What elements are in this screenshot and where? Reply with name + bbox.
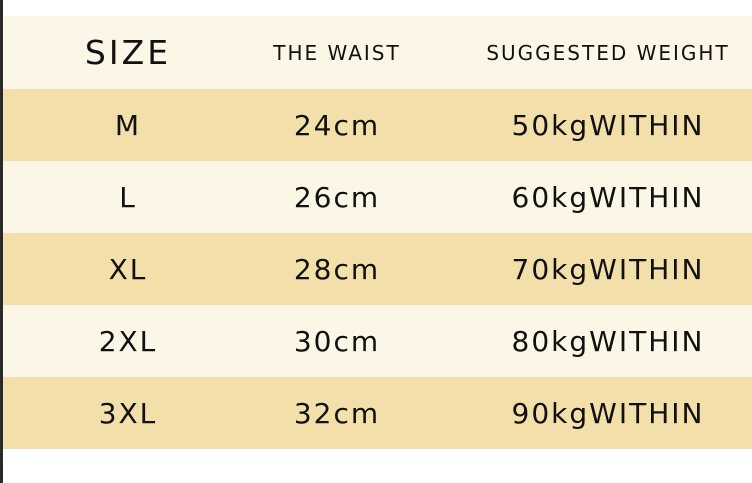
header-weight: SUGGESTED WEIGHT <box>486 40 730 65</box>
table-header: SIZE THE WAIST SUGGESTED WEIGHT <box>3 16 752 89</box>
table-row: XL 28cm 70kgWITHIN <box>3 233 752 305</box>
table-row: M 24cm 50kgWITHIN <box>3 89 752 161</box>
weight-cell: 70kgWITHIN <box>511 252 705 286</box>
table-row: L 26cm 60kgWITHIN <box>3 161 752 233</box>
size-chart-table: SIZE THE WAIST SUGGESTED WEIGHT M 24cm 5… <box>3 16 752 449</box>
size-cell: 2XL <box>98 324 158 358</box>
size-cell: L <box>119 180 137 214</box>
header-waist: THE WAIST <box>273 40 401 65</box>
table-row: 2XL 30cm 80kgWITHIN <box>3 305 752 377</box>
waist-cell: 32cm <box>293 396 381 430</box>
size-cell: 3XL <box>98 396 158 430</box>
waist-cell: 26cm <box>293 180 381 214</box>
table-row: 3XL 32cm 90kgWITHIN <box>3 377 752 449</box>
weight-cell: 80kgWITHIN <box>511 324 705 358</box>
size-cell: XL <box>108 252 148 286</box>
weight-cell: 50kgWITHIN <box>511 108 705 142</box>
waist-cell: 28cm <box>293 252 381 286</box>
waist-cell: 30cm <box>293 324 381 358</box>
left-border <box>0 0 3 483</box>
waist-cell: 24cm <box>293 108 381 142</box>
weight-cell: 60kgWITHIN <box>511 180 705 214</box>
size-cell: M <box>114 108 142 142</box>
header-size: SIZE <box>84 33 172 72</box>
weight-cell: 90kgWITHIN <box>511 396 705 430</box>
